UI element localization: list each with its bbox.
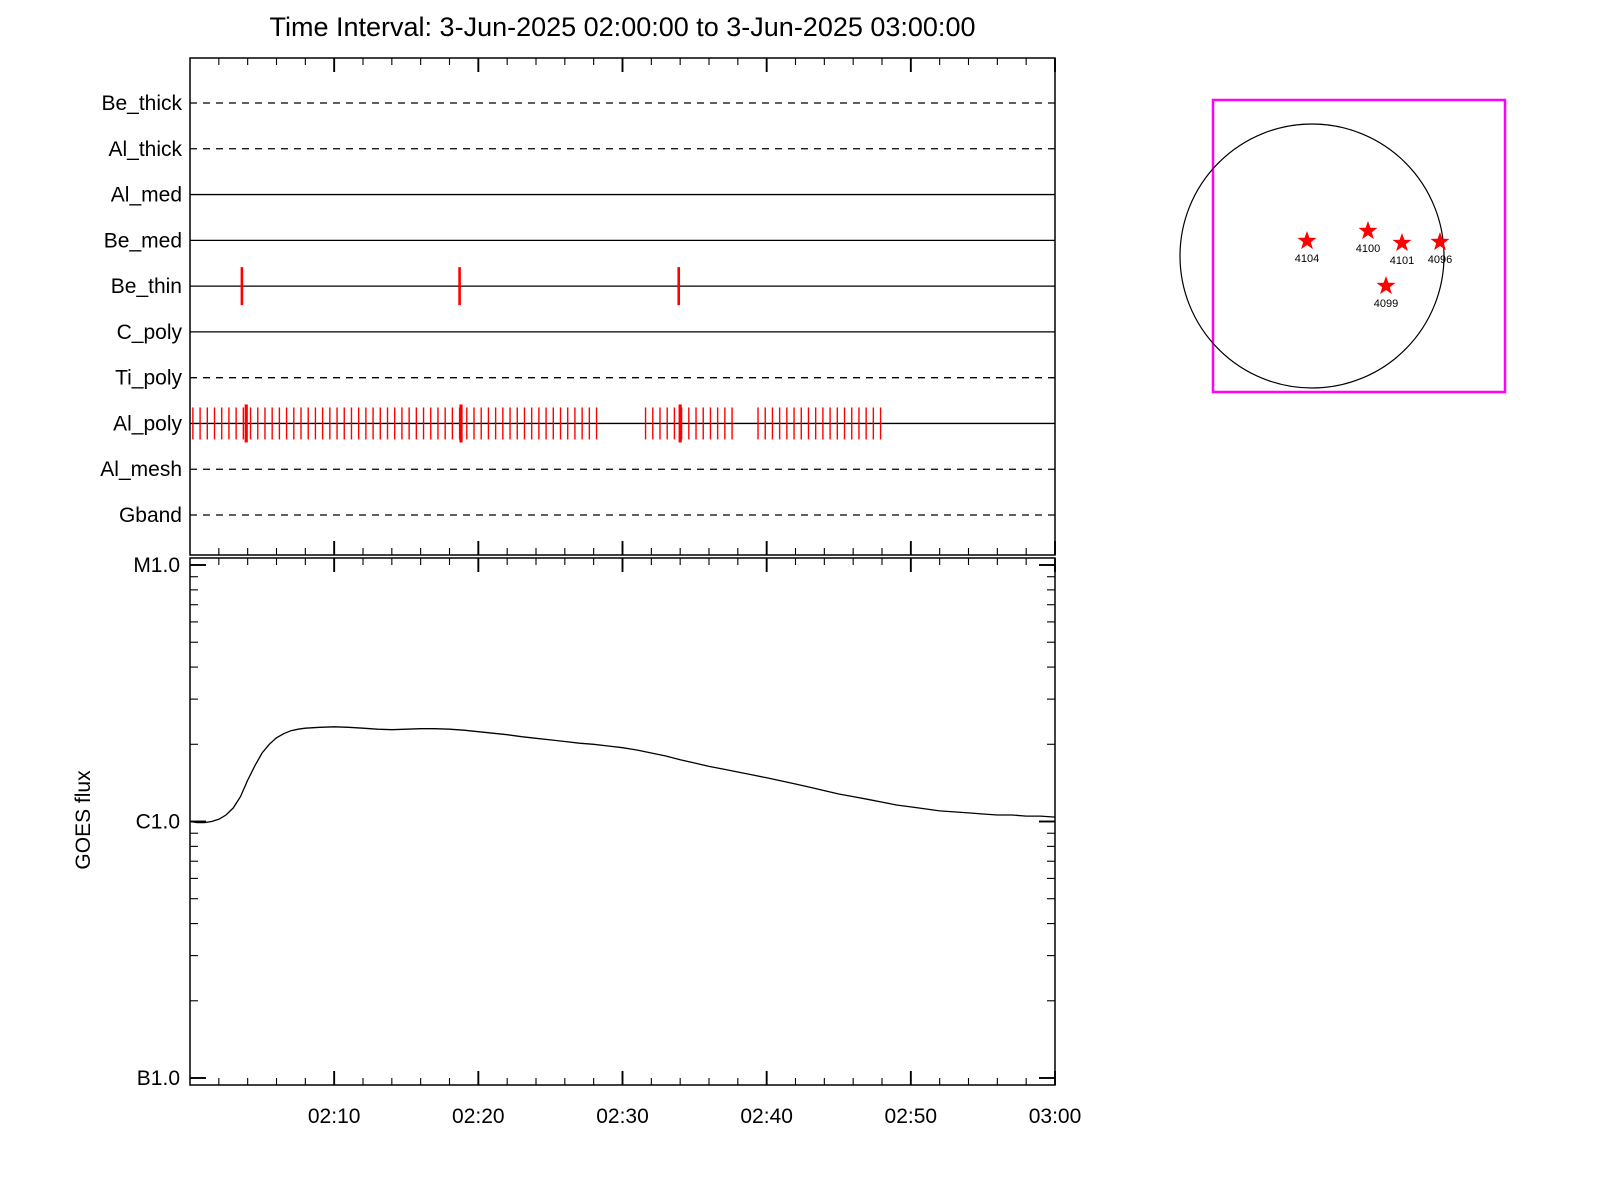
active-region-label-4101: 4101: [1390, 255, 1414, 267]
filter-label-Be_med: Be_med: [104, 229, 182, 252]
filter-timeline-panel: Be_thick Al_thick Al_med Be_med Be_thin C_pol…: [100, 57, 1056, 556]
goes-y-label-B1.0: B1.0: [137, 1067, 180, 1090]
active-region-star-4101: [1392, 233, 1412, 252]
active-region-label-4096: 4096: [1428, 254, 1452, 266]
goes-flux-panel: M1.0 C1.0 B1.0 02:10 02:20 02:30 02:40 02:50 03:…: [72, 554, 1081, 1128]
active-region-label-4104: 4104: [1295, 253, 1319, 265]
goes-ylabel: GOES flux: [72, 770, 95, 870]
x-axis-label-02:40: 02:40: [740, 1105, 793, 1128]
x-axis-label-02:10: 02:10: [308, 1105, 361, 1128]
filter-label-C_poly: C_poly: [117, 321, 183, 344]
filter-panel-border: [189, 57, 1056, 556]
x-axis-label-03:00: 03:00: [1029, 1105, 1082, 1128]
x-axis-label-02:50: 02:50: [885, 1105, 938, 1128]
filter-label-Al_med: Al_med: [111, 184, 182, 207]
goes-panel-border: [189, 557, 1056, 1086]
solar-disk-map: 4104 4100 4101 4096 4099: [1179, 98, 1507, 394]
active-region-label-4100: 4100: [1356, 243, 1380, 255]
goes-y-label-C1.0: C1.0: [136, 811, 180, 834]
active-region-star-4104: [1297, 231, 1317, 250]
x-axis-label-02:20: 02:20: [452, 1105, 505, 1128]
x-axis-label-02:30: 02:30: [596, 1105, 649, 1128]
filter-label-Al_thick: Al_thick: [108, 138, 182, 161]
filter-label-Ti_poly: Ti_poly: [115, 367, 182, 390]
filter-label-Gband: Gband: [119, 504, 182, 527]
filter-label-Al_mesh: Al_mesh: [100, 458, 182, 481]
active-region-star-4099: [1376, 276, 1396, 295]
filter-label-Be_thin: Be_thin: [111, 275, 182, 298]
goes-y-label-M1.0: M1.0: [133, 554, 180, 577]
active-region-label-4099: 4099: [1374, 298, 1398, 310]
active-region-star-4096: [1430, 232, 1450, 251]
active-region-star-4100: [1358, 221, 1378, 240]
filter-label-Be_thick: Be_thick: [101, 92, 182, 115]
goes-flux-curve: [189, 726, 1056, 824]
filter-label-Al_poly: Al_poly: [113, 412, 182, 435]
solar-limb-circle: [1179, 123, 1445, 389]
xrt-fov-box: [1211, 98, 1507, 394]
chart-title: Time Interval: 3-Jun-2025 02:00:00 to 3-…: [269, 12, 976, 42]
